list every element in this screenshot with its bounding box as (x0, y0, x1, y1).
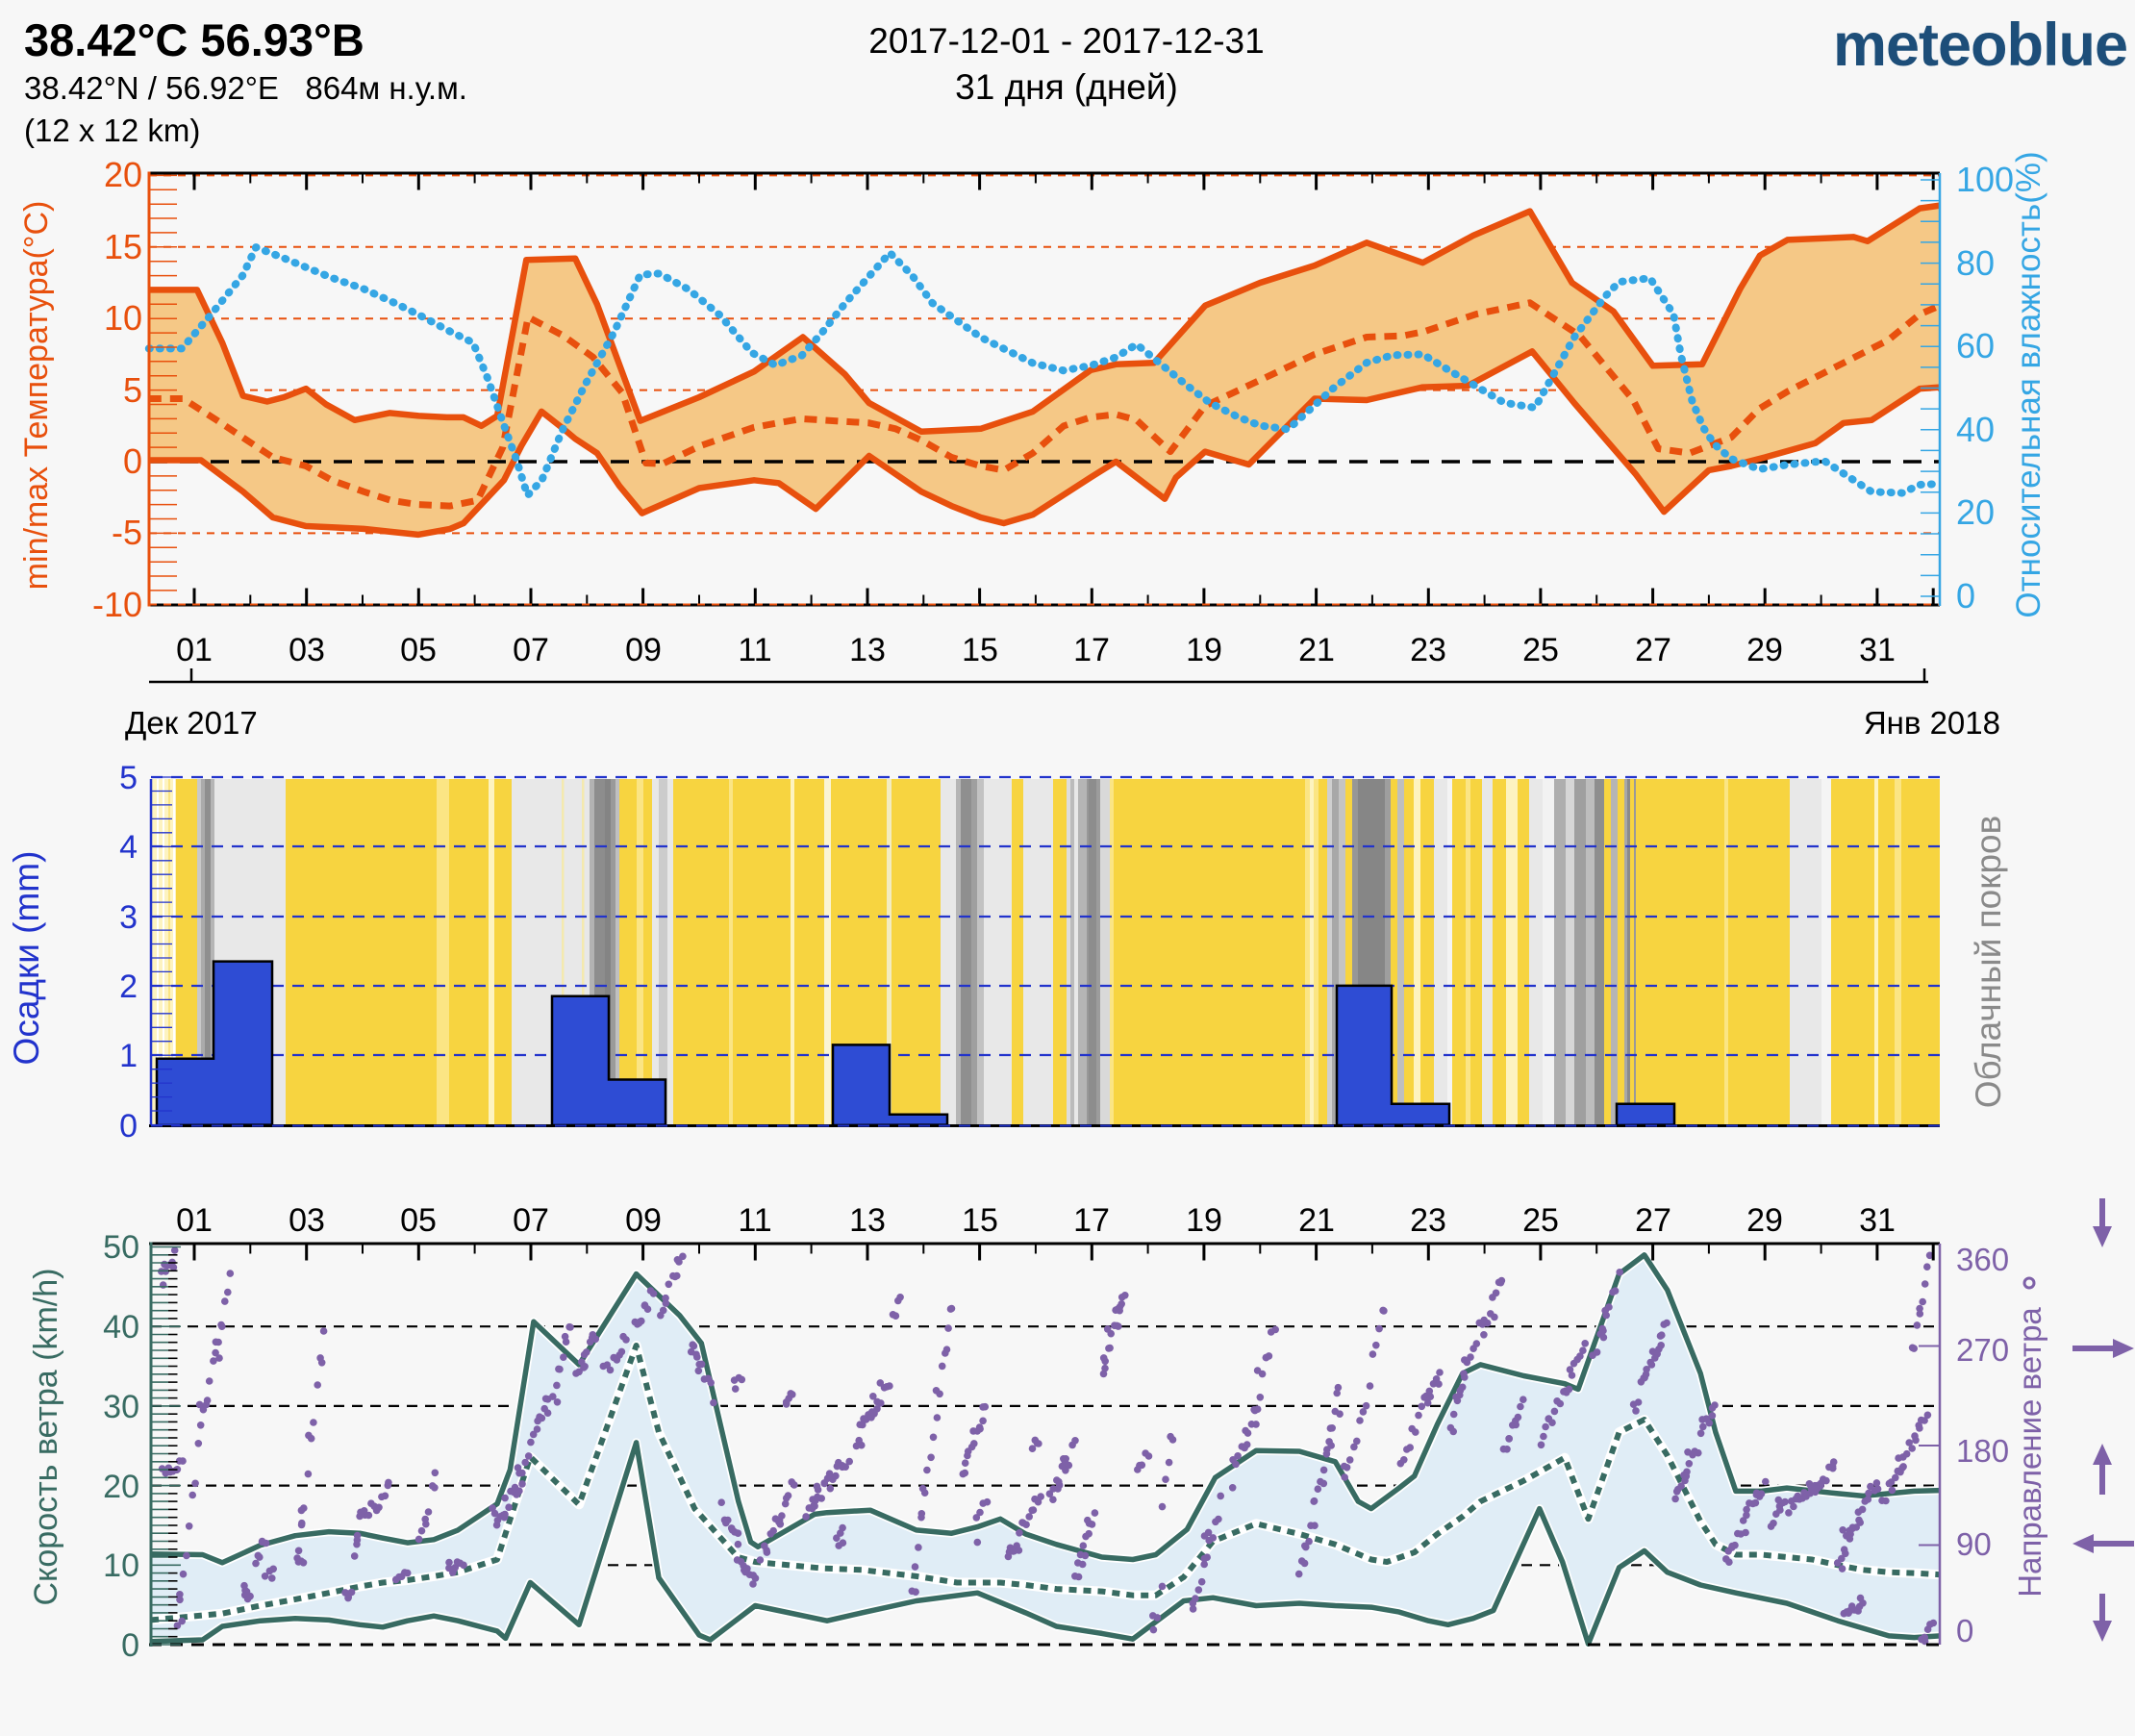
svg-text:0: 0 (121, 1627, 139, 1664)
svg-text:38.42°C 56.93°B: 38.42°C 56.93°B (24, 14, 364, 65)
svg-text:19: 19 (1186, 1202, 1222, 1239)
svg-text:meteoblue: meteoblue (1833, 12, 2127, 79)
svg-text:3: 3 (119, 899, 138, 936)
svg-text:25: 25 (1522, 1202, 1559, 1239)
svg-text:03: 03 (289, 632, 325, 668)
svg-text:50: 50 (103, 1229, 139, 1266)
svg-text:40: 40 (103, 1309, 139, 1346)
svg-text:13: 13 (849, 1202, 886, 1239)
svg-text:27: 27 (1635, 1202, 1671, 1239)
svg-text:15: 15 (962, 632, 998, 668)
svg-text:0: 0 (123, 441, 142, 481)
svg-text:2: 2 (119, 969, 138, 1005)
svg-text:60: 60 (1956, 326, 1995, 365)
svg-text:30: 30 (103, 1389, 139, 1425)
svg-text:11: 11 (738, 632, 771, 668)
svg-text:Скорость ветра (km/h): Скорость ветра (km/h) (28, 1269, 64, 1606)
svg-text:05: 05 (400, 1202, 437, 1239)
svg-text:07: 07 (513, 1202, 549, 1239)
svg-text:Направление ветра: Направление ветра (2012, 1307, 2047, 1598)
svg-text:19: 19 (1186, 632, 1222, 668)
svg-text:min/max Температура(°C): min/max Температура(°C) (18, 201, 55, 591)
svg-text:Янв 2018: Янв 2018 (1864, 705, 2000, 741)
svg-text:Дек 2017: Дек 2017 (125, 705, 258, 741)
svg-text:Облачный покров: Облачный покров (1969, 816, 2008, 1109)
svg-text:5: 5 (119, 760, 138, 796)
svg-text:07: 07 (513, 632, 549, 668)
svg-text:10: 10 (103, 1547, 139, 1584)
svg-text:21: 21 (1298, 632, 1335, 668)
svg-text:20: 20 (1956, 492, 1995, 532)
svg-text:31: 31 (1859, 632, 1896, 668)
svg-text:17: 17 (1073, 1202, 1110, 1239)
svg-text:29: 29 (1746, 632, 1783, 668)
svg-text:4: 4 (119, 829, 138, 866)
svg-text:31 дня (дней): 31 дня (дней) (955, 67, 1178, 107)
svg-text:Относительная влажность(%): Относительная влажность(%) (2010, 151, 2047, 617)
svg-text:2017-12-01 - 2017-12-31: 2017-12-01 - 2017-12-31 (868, 21, 1264, 61)
svg-text:10: 10 (104, 298, 142, 338)
svg-text:23: 23 (1410, 1202, 1446, 1239)
svg-text:Осадки (mm): Осадки (mm) (7, 851, 46, 1066)
svg-text:05: 05 (400, 632, 437, 668)
svg-text:17: 17 (1073, 632, 1110, 668)
svg-text:11: 11 (738, 1202, 771, 1239)
svg-text:03: 03 (289, 1202, 325, 1239)
svg-text:09: 09 (625, 1202, 662, 1239)
svg-text:1: 1 (119, 1038, 138, 1074)
svg-text:15: 15 (962, 1202, 998, 1239)
svg-text:23: 23 (1410, 632, 1446, 668)
svg-text:0: 0 (1956, 1613, 1973, 1648)
svg-text:-10: -10 (92, 585, 142, 624)
svg-text:29: 29 (1746, 1202, 1783, 1239)
svg-text:21: 21 (1298, 1202, 1335, 1239)
svg-text:13: 13 (849, 632, 886, 668)
svg-text:20: 20 (104, 155, 142, 194)
svg-text:09: 09 (625, 632, 662, 668)
svg-text:270: 270 (1956, 1332, 2009, 1368)
svg-text:38.42°N / 56.92°E 864м н.у.м: 38.42°N / 56.92°E 864м н.у.м. (24, 70, 467, 106)
svg-text:100: 100 (1956, 160, 2014, 199)
svg-text:01: 01 (176, 632, 213, 668)
svg-text:90: 90 (1956, 1526, 1992, 1562)
svg-text:-5: -5 (112, 513, 142, 552)
svg-text:5: 5 (123, 370, 142, 410)
svg-text:80: 80 (1956, 243, 1995, 283)
svg-text:31: 31 (1859, 1202, 1896, 1239)
svg-text:15: 15 (104, 227, 142, 266)
svg-text:40: 40 (1956, 410, 1995, 449)
svg-text:180: 180 (1956, 1433, 2009, 1469)
svg-text:20: 20 (103, 1469, 139, 1505)
svg-text:0: 0 (1956, 576, 1975, 616)
svg-text:01: 01 (176, 1202, 213, 1239)
svg-text:25: 25 (1522, 632, 1559, 668)
svg-text:(12 x 12 km): (12 x 12 km) (24, 113, 200, 148)
svg-text:360: 360 (1956, 1242, 2009, 1277)
svg-text:27: 27 (1635, 632, 1671, 668)
svg-text:0: 0 (119, 1108, 138, 1145)
